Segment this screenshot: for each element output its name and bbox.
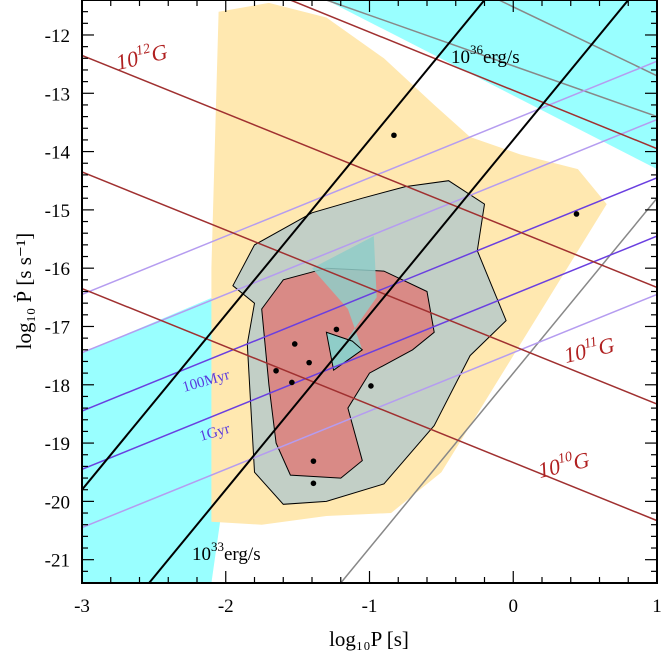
x-tick-label: 1: [652, 596, 662, 617]
y-tick-label: -14: [45, 143, 71, 164]
data-point-6: [289, 379, 295, 386]
ticks-layer: -3 -2 -1 0 1 -21 -20 -19 -18 -17 -16 -15 -14 -13 -12: [45, 0, 662, 617]
data-point-1: [573, 211, 580, 217]
region-teal: [312, 236, 377, 371]
data-point-4: [306, 359, 312, 366]
x-axis-label: log₁₀P [s]: [329, 627, 409, 651]
y-tick-label: -13: [45, 84, 70, 105]
y-tick-label: -19: [45, 434, 70, 455]
x-tick-label: -3: [74, 596, 90, 617]
field-line-1e12: [82, 54, 657, 289]
field-line-1e13: [290, 0, 657, 150]
annotation-b12: 1012G: [113, 38, 170, 75]
field-line-1e10: [82, 287, 657, 522]
points-layer: [273, 132, 580, 487]
gray-line-death-line: [340, 197, 657, 583]
y-tick-label: -20: [45, 492, 70, 513]
age-line-3: [82, 118, 657, 354]
data-point-5: [273, 367, 279, 374]
data-point-7: [368, 383, 374, 389]
region-teal-low: [325, 331, 364, 372]
data-point-3: [291, 341, 298, 347]
annotation-b10: 1010G: [535, 446, 592, 483]
y-tick-label: -17: [45, 317, 70, 338]
data-point-0: [391, 132, 397, 139]
luminosity-line-1e36: [82, 0, 486, 491]
x-tick-label: -2: [218, 596, 234, 617]
age-line-0: [82, 293, 657, 529]
y-tick-label: -18: [45, 376, 70, 397]
region-cyan-upper: [326, 0, 657, 170]
y-tick-label: -21: [45, 551, 70, 572]
y-tick-label: -15: [45, 201, 70, 222]
regions-layer: [82, 0, 657, 583]
annotation-b11: 1011G: [561, 331, 617, 368]
data-point-8: [310, 458, 317, 464]
y-tick-label: -12: [45, 26, 70, 47]
y-axis-label: log₁₀ Ṗ [s s⁻¹]: [12, 233, 36, 350]
age-line-4: [82, 60, 657, 296]
y-tick-label: -16: [45, 259, 70, 280]
x-tick-label: 0: [509, 596, 519, 617]
field-line-1e11: [82, 171, 657, 405]
luminosity-line-1e33: [147, 0, 630, 583]
age-line-1: [82, 235, 657, 471]
gray-line-upper-b: [498, 0, 657, 77]
data-point-9: [310, 480, 317, 487]
x-tick-label: -1: [362, 596, 378, 617]
annotation-l36: 1036erg/s: [451, 42, 520, 68]
data-point-2: [333, 326, 340, 333]
annotation-l33: 1033erg/s: [192, 539, 261, 565]
lines-layer: [82, 0, 657, 583]
gray-line-upper-a: [326, 0, 657, 118]
